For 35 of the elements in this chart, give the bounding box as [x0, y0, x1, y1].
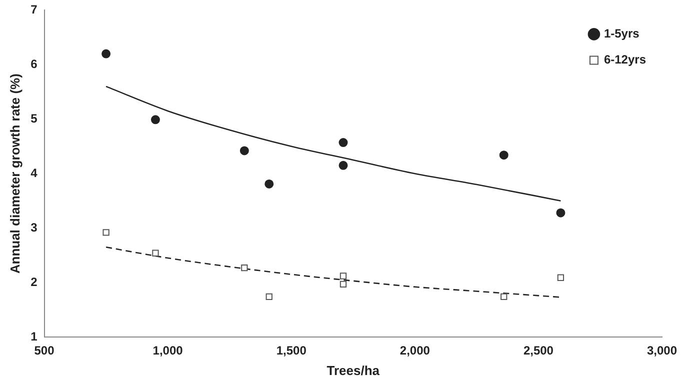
x-tick-label: 2,500 — [523, 344, 554, 358]
y-tick-label: 5 — [30, 111, 38, 126]
y-tick-label: 2 — [30, 274, 38, 289]
y-tick-label: 7 — [30, 2, 38, 17]
point — [102, 49, 111, 58]
point — [340, 280, 347, 288]
point — [152, 250, 159, 256]
x-axis-title: Trees/ha — [326, 362, 380, 378]
point — [338, 160, 348, 170]
legend-label: 6-12yrs — [604, 52, 646, 67]
point — [557, 274, 564, 281]
point — [556, 208, 566, 218]
point — [338, 138, 348, 148]
point — [340, 272, 347, 280]
y-tick-label: 4 — [30, 166, 38, 180]
y-tick-label: 1 — [30, 329, 38, 344]
x-tick-label: 3,000 — [646, 344, 678, 358]
line-series — [105, 86, 562, 202]
point — [150, 115, 160, 124]
x-tick-label: 2,000 — [400, 344, 430, 358]
point — [499, 150, 508, 160]
point — [240, 146, 249, 156]
point — [500, 293, 508, 300]
y-tick-label: 6 — [30, 56, 38, 71]
line-series — [105, 246, 562, 298]
point — [241, 264, 248, 272]
point — [264, 179, 274, 188]
x-tick-label: 500 — [34, 344, 55, 358]
x-tick-label: 1,000 — [152, 344, 184, 358]
legend-label: 1-5yrs — [604, 26, 640, 41]
x-tick-label: 1,500 — [276, 344, 307, 358]
point — [266, 293, 272, 300]
point — [102, 229, 110, 236]
y-tick-label: 3 — [30, 220, 38, 234]
y-axis-title: Annual diameter growth rate (%) — [7, 74, 22, 274]
